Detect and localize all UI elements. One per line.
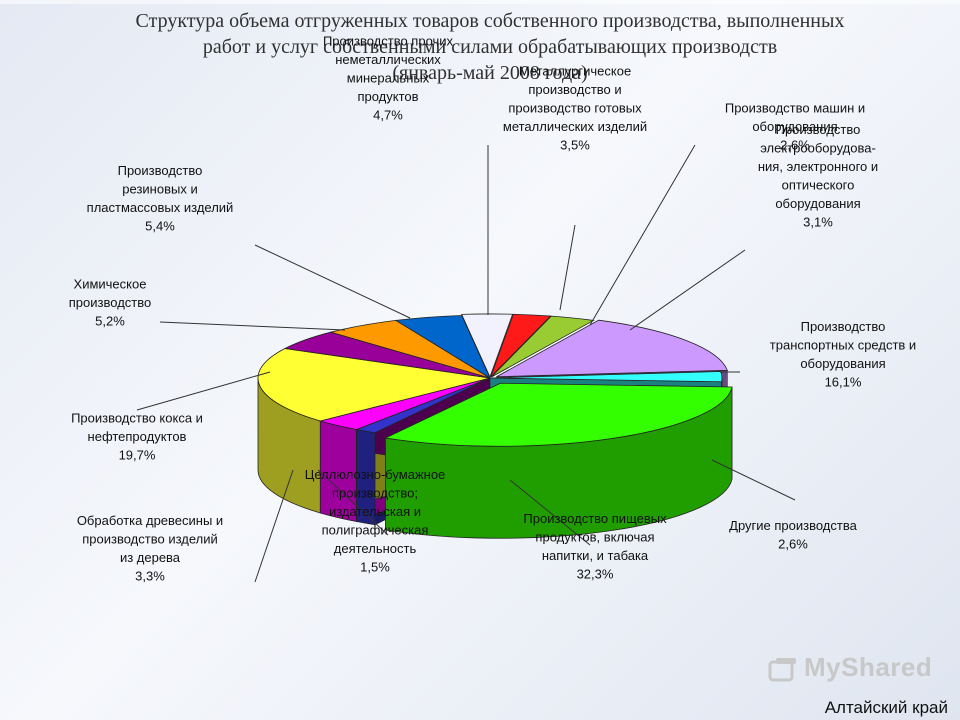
slice-label-4: Другие производства 2,6% [729,518,857,552]
slice-label-line: пластмассовых изделий [87,200,234,215]
slice-value-label: 2,6% [778,537,808,552]
slice-label-line: оборудования [800,356,885,371]
slice-1 [490,313,552,378]
leader-line-9 [159,321,346,331]
slice-label-3: Производство транспортных средств и оборуд… [770,319,916,390]
slice-label-line: Обработка древесины и [77,513,223,528]
slice-label-0: Металлургическое производство и производст… [503,64,647,153]
slice-label-line: напитки, и табака [542,548,649,563]
slice-label-line: Производство пищевых [523,511,667,526]
slice-labels: Металлургическое производство и производст… [69,34,916,584]
leader-line-4 [711,459,796,501]
slice-label-10: Производство резиновых и пластмассовых изд… [87,163,234,234]
slice-label-line: минеральных [347,71,430,86]
slice-label-6: Целлюлозно-бумажное производство; издатель… [305,467,446,575]
slice-label-line: резиновых и [122,182,197,197]
slice-value-label: 32,3% [577,567,614,582]
slice-label-line: производство [69,295,151,310]
title-line-2: работ и услуг собственными силами обраба… [202,36,778,58]
leader-line-0 [559,224,576,311]
slice-label-line: транспортных средств и [770,338,916,353]
slice-label-line: Целлюлозно-бумажное [305,467,446,482]
slice-label-5: Производство пищевых продуктов, включая на… [523,511,667,582]
slice-label-line: Производство прочих [323,34,454,49]
slice-label-line: металлических изделий [503,119,647,134]
slice-label-line: производство и [528,82,621,97]
slice-label-line: продуктов, включая [535,530,654,545]
slice-label-line: электрооборудова- [760,141,876,156]
slice-8 [257,348,491,422]
title-line-1: Структура объема отгруженных товаров соб… [135,10,845,32]
slice-value-label: 16,1% [825,375,862,390]
slice-label-2: Производство электрооборудова-ния, электр… [758,122,878,230]
slice-value-label: 1,5% [360,560,390,575]
leader-lines [136,144,796,583]
region-label: Алтайский край [824,698,948,717]
slice-label-9: Химическое производство 5,2% [69,277,151,329]
slice-value-label: 3,3% [135,569,165,584]
slice-label-line: Производство машин и [725,101,865,116]
slice-label-line: ния, электронного и [758,159,878,174]
leader-line-8 [136,371,271,411]
slice-label-line: продуктов [357,89,418,104]
slice-label-line: оптического [782,178,855,193]
slice-label-line: Металлургическое [519,64,631,79]
slice-label-line: Производство [118,163,203,178]
slice-label-1: Производство машин и оборудования 2,6% [725,101,865,153]
leader-line-5 [509,479,591,546]
slice-label-line: производство готовых [508,101,642,116]
slice-2 [491,315,595,378]
title-line-3: (январь-май 2008 года) [392,62,588,84]
chart-title: Структура объема отгруженных товаров соб… [30,8,950,86]
slice-value-label: 3,1% [803,215,833,230]
slice-label-8: Производство кокса и нефтепродуктов 19,7% [71,411,203,463]
slice-value-label: 4,7% [373,108,403,123]
slice-label-line: Производство кокса и [71,411,203,426]
watermark-text: MyShared [804,652,933,682]
slice-value-label: 5,2% [95,314,125,329]
leader-line-7 [254,469,294,583]
slice-value-label: 19,7% [119,448,156,463]
slice-label-line: полиграфическая [322,523,429,538]
pie-tops [257,313,733,447]
slice-label-line: производство изделий [82,532,218,547]
slice-value-label: 2,6% [780,138,810,153]
slice-label-line: Другие производства [729,518,857,533]
slice-label-line: издательская и [329,504,421,519]
slice-label-line: производство; [332,486,418,501]
decor-stripe [0,0,960,4]
slice-label-line: нефтепродуктов [88,429,187,444]
slice-value-label: 5,4% [145,219,175,234]
slice-5 [384,382,733,447]
slice-label-line: оборудования [752,119,837,134]
slice-label-line: Производство [801,319,886,334]
leader-line-1 [589,144,696,326]
slice-3 [496,319,728,378]
leader-line-6 [317,469,389,536]
slice-0 [461,313,514,378]
slice-label-7: Обработка древесины и производство издели… [77,513,223,584]
leader-line-10 [254,244,411,319]
slice-label-line: Химическое [74,277,147,292]
slice-label-line: Производство [776,122,861,137]
slice-label-11: Производство прочих неметаллических минера… [323,34,454,123]
slice-value-label: 3,5% [560,138,590,153]
slice-label-line: деятельность [334,541,417,556]
leader-line-2 [629,249,746,331]
slice-label-line: из дерева [120,550,181,565]
slice-label-line: неметаллических [335,52,441,67]
watermark-logo-icon [768,658,796,682]
slice-11 [394,315,491,380]
slice-label-line: оборудования [775,196,860,211]
